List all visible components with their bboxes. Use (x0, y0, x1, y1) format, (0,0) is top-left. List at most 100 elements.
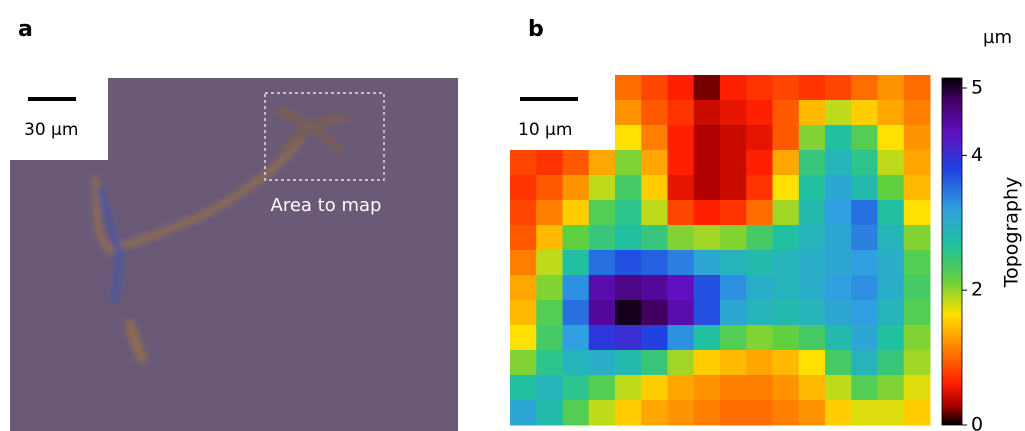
heatmap-cell (615, 200, 642, 226)
heatmap-cell (562, 200, 590, 226)
heatmap-cell (720, 350, 747, 376)
heatmap-cell (851, 75, 878, 101)
heatmap-cell (798, 75, 826, 101)
heatmap-cell (877, 125, 905, 151)
heatmap-cell (720, 125, 747, 151)
heatmap-cell (641, 275, 668, 301)
heatmap-cell (615, 125, 642, 151)
heatmap-cell (510, 375, 537, 401)
colorbar-tick-label: 2 (971, 279, 983, 301)
heatmap-cell (536, 175, 563, 201)
heatmap-cell (510, 350, 537, 376)
heatmap-cell (746, 200, 773, 226)
heatmap-cell (851, 250, 878, 276)
heatmap-cell (825, 300, 852, 326)
heatmap-cell (877, 400, 905, 426)
heatmap-cell (615, 100, 642, 126)
heatmap-cell (641, 125, 668, 151)
heatmap-cell (798, 150, 826, 176)
heatmap-cell (772, 325, 800, 351)
heatmap-cell (798, 375, 826, 401)
heatmap-cell (641, 250, 668, 276)
heatmap-cell (510, 275, 537, 301)
heatmap-cell (877, 100, 905, 126)
heatmap-cell (510, 300, 537, 326)
heatmap-cell (798, 125, 826, 151)
heatmap-cell (641, 225, 668, 251)
heatmap-cell (798, 275, 826, 301)
heatmap-cell (798, 300, 826, 326)
heatmap-cell (746, 275, 773, 301)
heatmap-cell (903, 275, 931, 301)
heatmap-cell (510, 150, 537, 176)
microscope-image (0, 70, 458, 431)
heatmap-cell (746, 175, 773, 201)
heatmap-cell (693, 75, 721, 101)
heatmap-cell (825, 225, 852, 251)
heatmap-cell (798, 350, 826, 376)
heatmap-cell (851, 125, 878, 151)
heatmap-cell (536, 375, 563, 401)
colorbar (941, 77, 963, 426)
heatmap-cell (641, 175, 668, 201)
heatmap-cell (825, 125, 852, 151)
heatmap-cell (746, 375, 773, 401)
heatmap-cell (510, 175, 537, 201)
heatmap-cell (562, 350, 590, 376)
heatmap-cell (615, 175, 642, 201)
heatmap-cell (667, 400, 695, 426)
heatmap-cell (798, 225, 826, 251)
heatmap-cell (798, 250, 826, 276)
heatmap-cell (851, 225, 878, 251)
heatmap-cell (772, 300, 800, 326)
heatmap-cell (825, 175, 852, 201)
heatmap-cell (588, 175, 616, 201)
heatmap-cell (693, 375, 721, 401)
heatmap-cell (693, 275, 721, 301)
heatmap-cell (746, 400, 773, 426)
heatmap-cell (825, 150, 852, 176)
heatmap-cell (825, 350, 852, 376)
heatmap-cell (720, 100, 747, 126)
heatmap-cell (772, 275, 800, 301)
colorbar-title: Topography (1001, 177, 1023, 289)
heatmap-cell (877, 375, 905, 401)
heatmap-cell (746, 300, 773, 326)
heatmap-cell (510, 325, 537, 351)
heatmap-cell (772, 125, 800, 151)
heatmap-cell (903, 225, 931, 251)
heatmap-cell (720, 375, 747, 401)
heatmap-cell (693, 150, 721, 176)
heatmap-cell (615, 250, 642, 276)
heatmap-cell (693, 400, 721, 426)
heatmap-cell (615, 300, 642, 326)
scale-label: 30 µm (24, 120, 78, 140)
heatmap-cell (720, 400, 747, 426)
heatmap-cell (746, 225, 773, 251)
heatmap-cell (877, 350, 905, 376)
heatmap-cell (903, 200, 931, 226)
colorbar-tick-label: 0 (971, 414, 983, 431)
heatmap-cell (667, 200, 695, 226)
heatmap-cell (903, 125, 931, 151)
heatmap-cell (746, 150, 773, 176)
heatmap-cell (693, 300, 721, 326)
heatmap-cell (693, 250, 721, 276)
heatmap-cell (562, 375, 590, 401)
heatmap-cell (720, 75, 747, 101)
heatmap-cell (772, 200, 800, 226)
heatmap-cell (588, 225, 616, 251)
heatmap-cell (562, 275, 590, 301)
heatmap-cell (588, 275, 616, 301)
heatmap-cell (588, 350, 616, 376)
heatmap-cell (667, 350, 695, 376)
heatmap-cell (693, 350, 721, 376)
heatmap-cell (851, 175, 878, 201)
heatmap-cell (536, 350, 563, 376)
colorbar-tick-label: 4 (971, 144, 983, 166)
heatmap-cell (772, 175, 800, 201)
heatmap-cell (825, 75, 852, 101)
heatmap-cell (851, 350, 878, 376)
heatmap-cell (667, 375, 695, 401)
heatmap-cell (903, 150, 931, 176)
